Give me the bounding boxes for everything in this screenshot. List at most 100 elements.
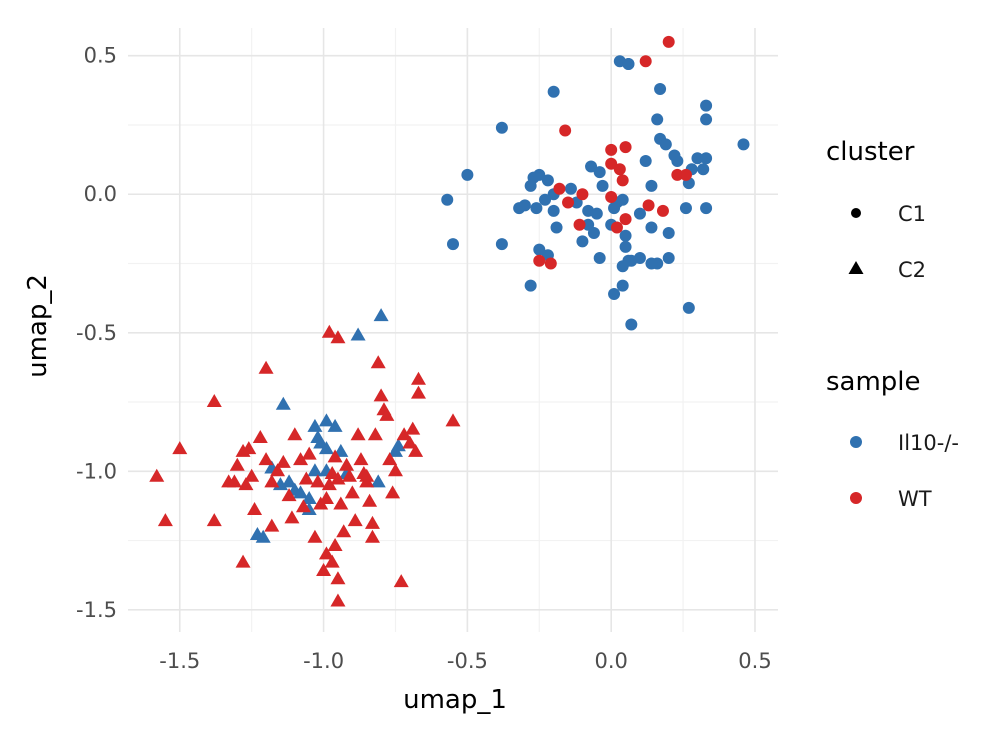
legend: cluster C1 C2 sample Il10-/- WT <box>826 137 959 511</box>
c2-wt-point <box>445 413 461 427</box>
legend-key-c2 <box>848 260 864 274</box>
c1-wt-point <box>559 124 572 137</box>
data-points <box>149 35 750 607</box>
c1-il10-point <box>700 202 713 215</box>
c2-wt-point <box>301 446 317 460</box>
c2-wt-point <box>330 330 346 344</box>
c1-il10-point <box>524 279 537 292</box>
c1-il10-point <box>645 221 658 234</box>
c2-wt-point <box>359 468 375 482</box>
x-axis: -1.5 -1.0 -0.5 0.0 0.5 <box>159 649 771 673</box>
c1-wt-point <box>562 196 575 209</box>
y-axis: -1.5 -1.0 -0.5 0.0 0.5 <box>76 44 117 622</box>
y-axis-title: umap_2 <box>23 274 53 378</box>
c2-wt-point <box>281 488 297 502</box>
c1-il10-point <box>700 152 713 165</box>
c2-wt-point <box>157 513 173 527</box>
y-tick-label: 0.5 <box>84 44 117 68</box>
c2-il10-point <box>318 413 334 427</box>
c1-il10-point <box>541 174 554 187</box>
c2-wt-point <box>362 493 378 507</box>
c2-wt-point <box>247 502 263 516</box>
c1-il10-point <box>530 202 543 215</box>
c1-il10-point <box>590 207 603 220</box>
c2-wt-point <box>410 385 426 399</box>
c1-wt-point <box>639 55 652 68</box>
c2-wt-point <box>353 452 369 466</box>
c1-il10-point <box>691 152 704 165</box>
c2-wt-point <box>270 463 286 477</box>
c2-wt-point <box>275 454 291 468</box>
c2-wt-point <box>370 355 386 369</box>
c2-il10-point <box>293 485 309 499</box>
c2-wt-point <box>172 441 188 455</box>
legend-label-il10-: Il10-/- <box>898 431 959 455</box>
legend-label-c2: C2 <box>898 258 926 282</box>
c1-il10-point <box>533 168 546 181</box>
c2-wt-point <box>330 593 346 607</box>
c1-il10-point <box>651 113 664 126</box>
plot-grid <box>128 28 778 632</box>
c1-il10-point <box>539 193 552 206</box>
c1-il10-point <box>645 179 658 192</box>
c1-wt-point <box>619 141 632 154</box>
c1-wt-point <box>605 191 618 204</box>
c1-wt-point <box>553 182 566 195</box>
c1-il10-point <box>645 257 658 270</box>
c2-wt-point <box>408 443 424 457</box>
c1-wt-point <box>662 35 675 48</box>
legend-title-sample: sample <box>826 367 921 397</box>
legend-label-wt: WT <box>898 487 932 511</box>
c2-wt-point <box>347 513 363 527</box>
c1-il10-point <box>639 154 652 167</box>
c1-il10-point <box>616 260 629 273</box>
c2-wt-point <box>367 427 383 441</box>
c2-wt-point <box>330 471 346 485</box>
c2-wt-point <box>341 468 357 482</box>
c2-il10-point <box>307 418 323 432</box>
y-tick-label: 0.0 <box>84 182 117 206</box>
c1-il10-point <box>662 227 675 240</box>
c2-wt-point <box>149 468 165 482</box>
c2-wt-point <box>373 388 389 402</box>
c1-il10-point <box>616 279 629 292</box>
c2-wt-point <box>318 546 334 560</box>
c1-wt-point <box>613 163 626 176</box>
c1-il10-point <box>737 138 750 151</box>
c2-wt-point <box>264 474 280 488</box>
c2-il10-point <box>301 490 317 504</box>
c2-wt-point <box>324 554 340 568</box>
c1-il10-point <box>547 204 560 217</box>
c2-wt-point <box>410 371 426 385</box>
c1-il10-point <box>513 202 526 215</box>
c2-wt-point <box>336 524 352 538</box>
c1-il10-point <box>461 168 474 181</box>
c1-il10-point <box>682 301 695 314</box>
c1-il10-point <box>495 238 508 251</box>
c2-wt-point <box>241 441 257 455</box>
legend-key-c1 <box>851 208 861 218</box>
c1-il10-point <box>608 287 621 300</box>
c1-il10-point <box>619 229 632 242</box>
y-tick-label: -0.5 <box>76 321 117 345</box>
c1-wt-point <box>573 218 586 231</box>
c2-wt-point <box>327 538 343 552</box>
c1-wt-point <box>533 254 546 267</box>
c1-il10-point <box>659 138 672 151</box>
c2-wt-point <box>310 474 326 488</box>
c1-wt-point <box>619 213 632 226</box>
c1-il10-point <box>668 149 681 162</box>
c1-il10-point <box>622 58 635 71</box>
c2-wt-point <box>206 393 222 407</box>
c2-wt-point <box>226 474 242 488</box>
c2-wt-point <box>287 427 303 441</box>
c2-wt-point <box>316 562 332 576</box>
c1-il10-point <box>576 235 589 248</box>
x-tick-label: -0.5 <box>447 649 488 673</box>
c1-il10-point <box>697 163 710 176</box>
c2-il10-point <box>318 441 334 455</box>
c1-il10-point <box>654 82 667 95</box>
y-tick-label: -1.0 <box>76 459 117 483</box>
c1-il10-point <box>550 221 563 234</box>
c2-wt-point <box>244 468 260 482</box>
